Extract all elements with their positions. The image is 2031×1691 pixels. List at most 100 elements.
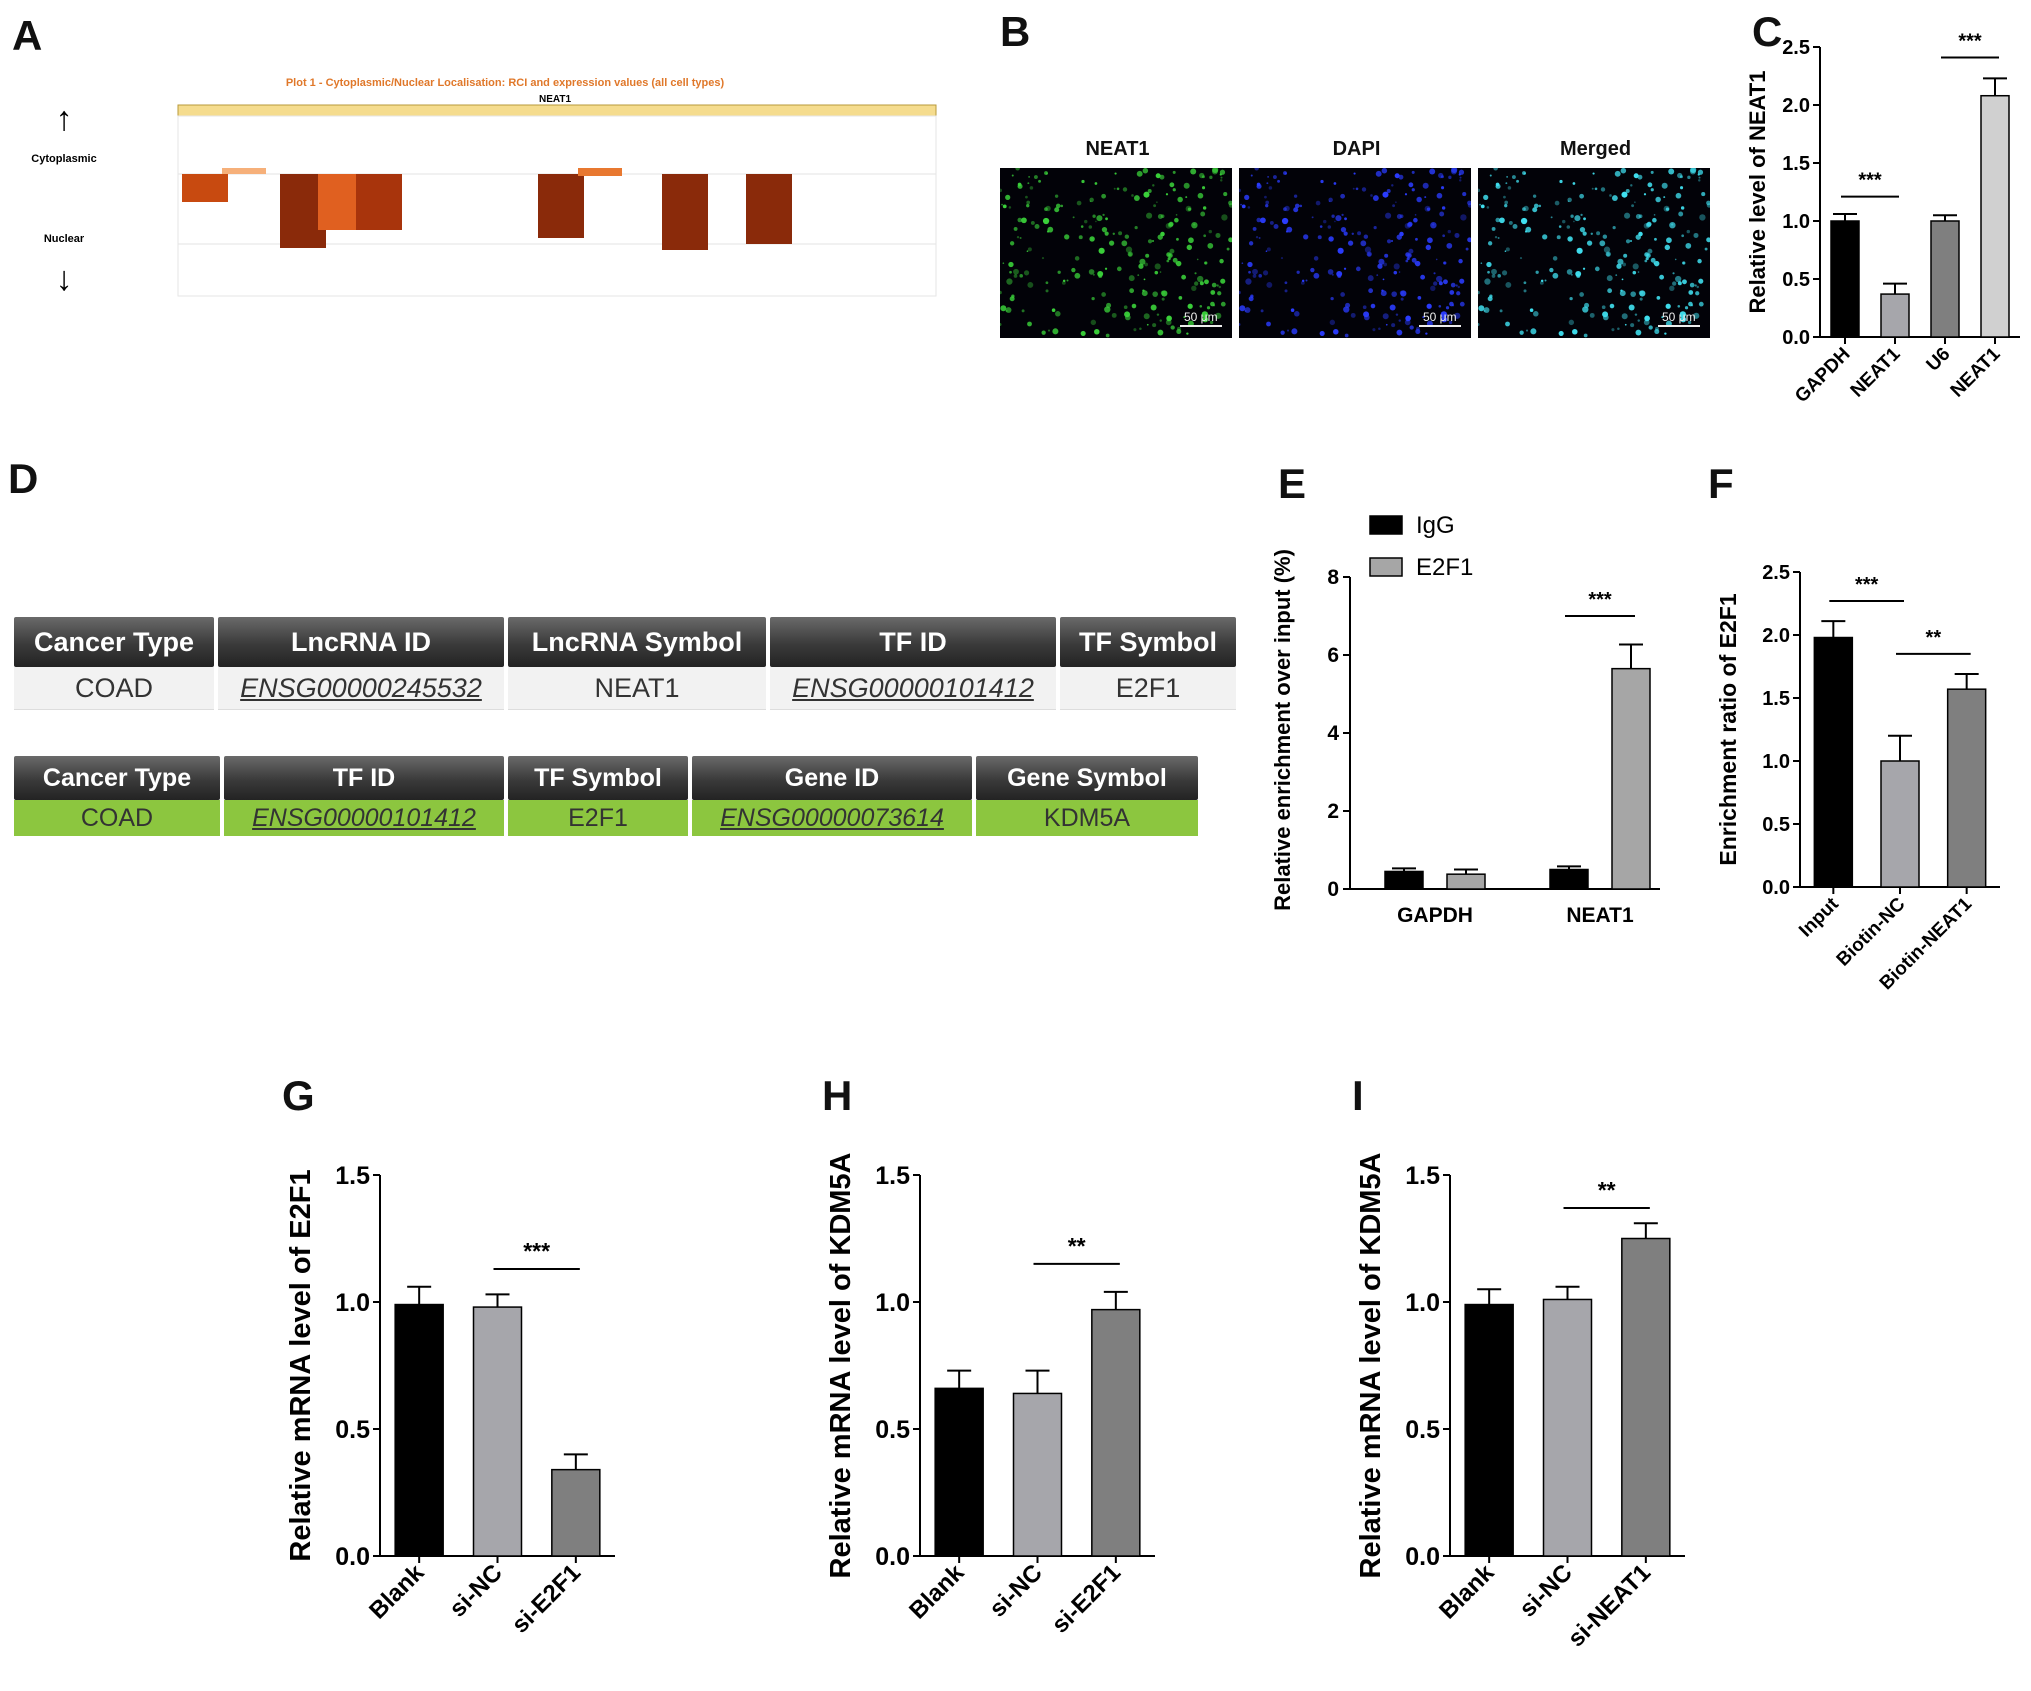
panel-b-cell-dot [1523, 172, 1527, 175]
panel-label-f: F [1708, 460, 1734, 507]
panel-b-cell-dot [1194, 272, 1197, 275]
panel-b-cell-dot [1599, 240, 1606, 247]
panel-b-cell-dot [1202, 316, 1209, 323]
panel-b-cell-dot [1331, 214, 1335, 218]
table2-cell-tf-symbol: E2F1 [508, 800, 688, 836]
panel-b-cell-dot [1382, 313, 1389, 320]
panel-b-cell-dot [1159, 271, 1162, 273]
panel-b-image-neat1 [1000, 168, 1232, 338]
panel-b-cell-dot [1459, 301, 1465, 307]
panel-b-cell-dot [1393, 263, 1400, 270]
panel-b-cell-dot [1426, 207, 1431, 211]
chart-e-y-tick-label: 2 [1327, 800, 1339, 823]
panel-b-cell-dot [1055, 311, 1061, 317]
panel-b-cell-dot [1558, 225, 1562, 228]
panel-b-cell-dot [1013, 268, 1019, 275]
panel-b-cell-dot [1405, 259, 1409, 263]
panel-b-cell-dot [1590, 232, 1593, 235]
panel-b-cell-dot [1698, 179, 1701, 182]
panel-b-cell-dot [1445, 306, 1450, 310]
panel-b-cell-dot [1650, 170, 1654, 174]
panel-b-cell-dot [1108, 240, 1115, 246]
chart-h-y-axis-label: Relative mRNA level of KDM5A [825, 1152, 857, 1578]
panel-b-cell-dot [1603, 246, 1611, 253]
panel-b-cell-dot [1098, 247, 1105, 254]
panel-b-cell-dot [1252, 274, 1257, 278]
panel-b-cell-dot [1272, 175, 1277, 179]
panel-b-cell-dot [1094, 182, 1098, 185]
panel-b-cell-dot [1516, 179, 1520, 183]
panel-b-cell-dot [1505, 281, 1512, 288]
panel-b-cell-dot [1424, 196, 1427, 199]
panel-b-cell-dot [1029, 186, 1034, 190]
panel-b-cell-dot [1252, 268, 1258, 275]
panel-b-cell-dot [1199, 281, 1204, 286]
panel-b-cell-dot [1258, 237, 1261, 240]
panel-b-cell-dot [1575, 270, 1582, 277]
panel-b-cell-dot [1131, 194, 1134, 197]
panel-b-cell-dot [1399, 231, 1404, 237]
panel-b-cell-dot [1448, 320, 1453, 325]
panel-b-cell-dot [1441, 186, 1445, 190]
panel-b-cell-dot [1203, 234, 1207, 238]
panel-b-cell-dot [1411, 170, 1415, 174]
panel-b-cell-dot [1372, 328, 1376, 332]
panel-b-cell-dot [1679, 175, 1683, 179]
panel-b-cell-dot [1483, 194, 1489, 200]
panel-b-cell-dot [1489, 174, 1492, 177]
panel-b-cell-dot [1385, 323, 1388, 326]
panel-a-gene: NEAT1 [539, 94, 571, 105]
panel-b-cell-dot [1021, 309, 1025, 313]
panel-b-cell-dot [1185, 205, 1192, 212]
panel-b-cell-dot [1220, 301, 1226, 307]
panel-b-cell-dot [1327, 225, 1332, 229]
panel-b-cell-dot [1567, 236, 1573, 242]
chart-c-bar [1880, 293, 1910, 338]
table2-link-tf-id[interactable]: ENSG00000101412 [224, 800, 504, 836]
panel-b-cell-dot [1202, 186, 1206, 190]
panel-b-cell-dot [1688, 301, 1693, 307]
panel-b-cell-dot [1146, 323, 1149, 326]
panel-b-cell-dot [1416, 196, 1422, 203]
panel-b-cell-dot [1019, 237, 1022, 240]
panel-b-cell-dot [1654, 329, 1660, 335]
panel-b-cell-dot [1353, 172, 1356, 175]
panel-b-cell-dot [1682, 279, 1687, 285]
panel-b-cell-dot [1450, 282, 1456, 288]
panel-b-cell-dot [1280, 330, 1285, 335]
panel-b-cell-dot [1006, 278, 1013, 285]
panel-b-cell-dot [1228, 200, 1232, 206]
table2-link-gene-id[interactable]: ENSG00000073614 [692, 800, 972, 836]
panel-b-cell-dot [1137, 274, 1140, 276]
panel-b-cell-dot [1701, 192, 1706, 197]
panel-b-cell-dot [1260, 309, 1264, 313]
panel-b-cell-dot [1579, 193, 1585, 199]
panel-b-cell-dot [1114, 172, 1117, 175]
panel-b-cell-dot [1178, 296, 1183, 300]
panel-b-cell-dot [1430, 285, 1436, 292]
panel-b-cell-dot [1426, 303, 1432, 309]
panel-b-cell-dot [1666, 237, 1672, 244]
panel-b-cell-dot [1630, 239, 1633, 242]
panel-b-cell-dot [1674, 258, 1677, 261]
panel-b-cell-dot [1506, 176, 1508, 178]
panel-b-cell-dot [1104, 231, 1109, 236]
panel-b-cell-dot [1112, 232, 1115, 235]
panel-b-cell-dot [1247, 261, 1253, 268]
panel-b-cell-dot [1654, 237, 1657, 241]
panel-b-cell-dot [1210, 290, 1216, 295]
table1-link-lncrna-id[interactable]: ENSG00000245532 [218, 667, 504, 710]
table1-link-tf-id[interactable]: ENSG00000101412 [770, 667, 1056, 710]
panel-b-cell-dot [1363, 311, 1370, 318]
panel-b-cell-dot [1101, 193, 1107, 199]
panel-b-cell-dot [1030, 220, 1035, 225]
panel-b-cell-dot [1620, 289, 1623, 292]
panel-b-cell-dot [1228, 237, 1232, 243]
chart-i-bar [1621, 1237, 1671, 1557]
chart-e-rip-enrichment: 0 2 4 6 8 Relative enrichment over input (%) G… [1270, 512, 1660, 927]
panel-b-cell-dot [1378, 258, 1385, 265]
panel-b-cell-dot [1442, 234, 1446, 238]
panel-b-cell-dot [1328, 197, 1333, 203]
panel-b-cell-dot [1486, 206, 1490, 209]
panel-b-cell-dot [1415, 237, 1418, 241]
